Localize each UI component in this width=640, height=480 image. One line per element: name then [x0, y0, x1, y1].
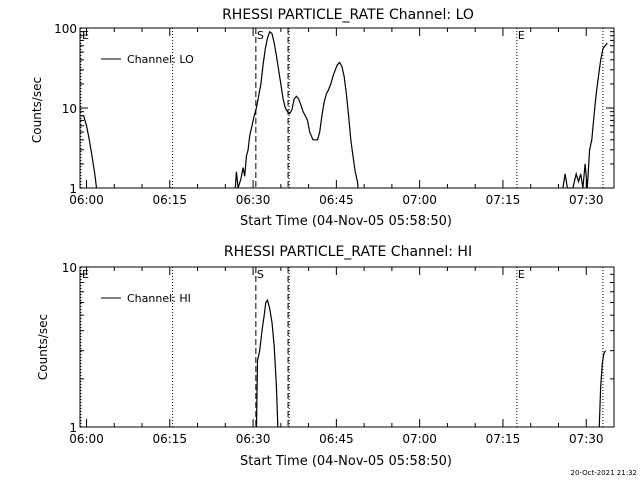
chart-panel-hi: RHESSI PARTICLE_RATE Channel: HI Counts/…	[36, 244, 615, 469]
event-marker-label: E	[518, 268, 525, 281]
x-tick-label: 07:00	[402, 432, 437, 446]
event-marker-label: E	[82, 268, 89, 281]
data-series	[255, 298, 607, 427]
series-line	[562, 42, 608, 188]
plot-frame	[79, 266, 615, 428]
legend: Channel: LO	[101, 53, 194, 66]
series-line	[598, 350, 607, 427]
plot-frame	[79, 27, 615, 189]
y-tick-label: 100	[54, 22, 77, 36]
x-tick-label: 06:45	[319, 193, 354, 207]
x-tick-label: 07:30	[569, 193, 604, 207]
x-axis-label: Start Time (04-Nov-05 05:58:50)	[240, 214, 452, 229]
y-tick-label: 1	[69, 182, 77, 196]
y-tick-label: 10	[62, 261, 77, 275]
y-tick-label: 10	[62, 102, 77, 116]
x-tick-label: 07:15	[486, 432, 521, 446]
event-marker-label: S	[257, 268, 264, 281]
event-marker-label: E	[82, 29, 89, 42]
axis-ticks: 06:00 06:15 06:30 06:45 07:00 07:15 07:30 1 10	[62, 261, 615, 446]
y-axis-label: Counts/sec	[30, 77, 44, 143]
y-axis-label: Counts/sec	[36, 314, 50, 380]
x-tick-label: 06:15	[152, 193, 187, 207]
legend-label: Channel: HI	[127, 292, 191, 305]
x-tick-label: 07:00	[402, 193, 437, 207]
x-tick-label: 06:30	[236, 193, 271, 207]
axis-ticks: 06:00 06:15 06:30 06:45 07:00 07:15 07:30 1 10 10…	[54, 22, 615, 207]
x-axis-label: Start Time (04-Nov-05 05:58:50)	[240, 454, 452, 469]
x-tick-label: 07:15	[486, 193, 521, 207]
y-tick-label: 1	[69, 421, 77, 435]
series-line	[80, 115, 98, 188]
x-tick-label: 07:30	[569, 432, 604, 446]
series-line	[234, 30, 359, 188]
x-tick-label: 06:45	[319, 432, 354, 446]
series-line	[255, 298, 279, 427]
legend-label: Channel: LO	[127, 53, 194, 66]
x-tick-label: 06:15	[152, 432, 187, 446]
chart-panel-lo: RHESSI PARTICLE_RATE Channel: LO Counts/…	[30, 7, 615, 229]
chart-title: RHESSI PARTICLE_RATE Channel: LO	[222, 7, 474, 23]
legend: Channel: HI	[101, 292, 191, 305]
event-marker-label: E	[518, 29, 525, 42]
x-tick-label: 06:00	[69, 432, 104, 446]
x-tick-label: 06:30	[236, 432, 271, 446]
x-tick-label: 06:00	[69, 193, 104, 207]
generation-timestamp: 20-Oct-2021 21:32	[571, 469, 637, 477]
event-marker-label: S	[257, 29, 264, 42]
data-series	[80, 30, 608, 188]
chart-title: RHESSI PARTICLE_RATE Channel: HI	[224, 244, 472, 260]
